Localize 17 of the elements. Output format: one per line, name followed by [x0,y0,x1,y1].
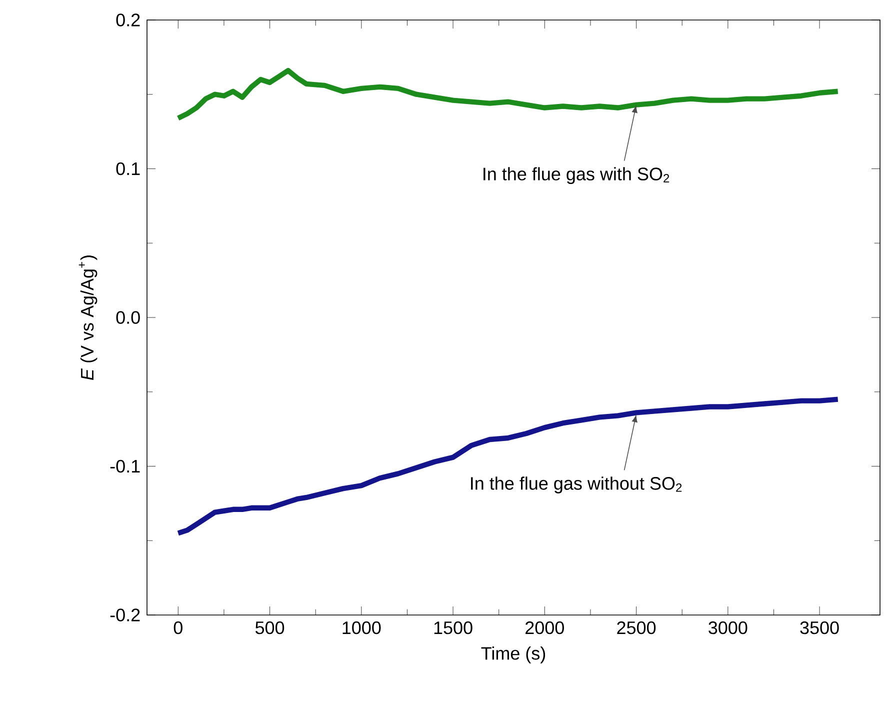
annotation: In the flue gas without SO$_{2}$ [471,476,682,494]
y-tick-label: 0.0 [116,311,140,324]
x-tick-label: 0 [174,621,182,634]
y-axis-title: E (V vs Ag/Ag$^{+}$) [78,255,98,380]
x-tick-label: 1000 [342,621,381,634]
annotation: In the flue gas with SO$_{2}$ [484,167,670,184]
x-axis-title: Time (s) [481,646,546,664]
x-tick-label: 1500 [434,621,472,634]
x-tick-label: 500 [255,621,284,634]
y-tick-label: -0.2 [110,608,140,622]
x-tick-label: 3000 [708,621,748,634]
x-tick-label: 2000 [526,621,564,634]
x-tick-label: 2500 [617,621,656,634]
x-tick-label: 3500 [800,621,839,634]
y-tick-label: 0.2 [116,14,140,26]
y-tick-label: 0.1 [116,162,140,176]
y-tick-label: -0.1 [110,460,140,473]
